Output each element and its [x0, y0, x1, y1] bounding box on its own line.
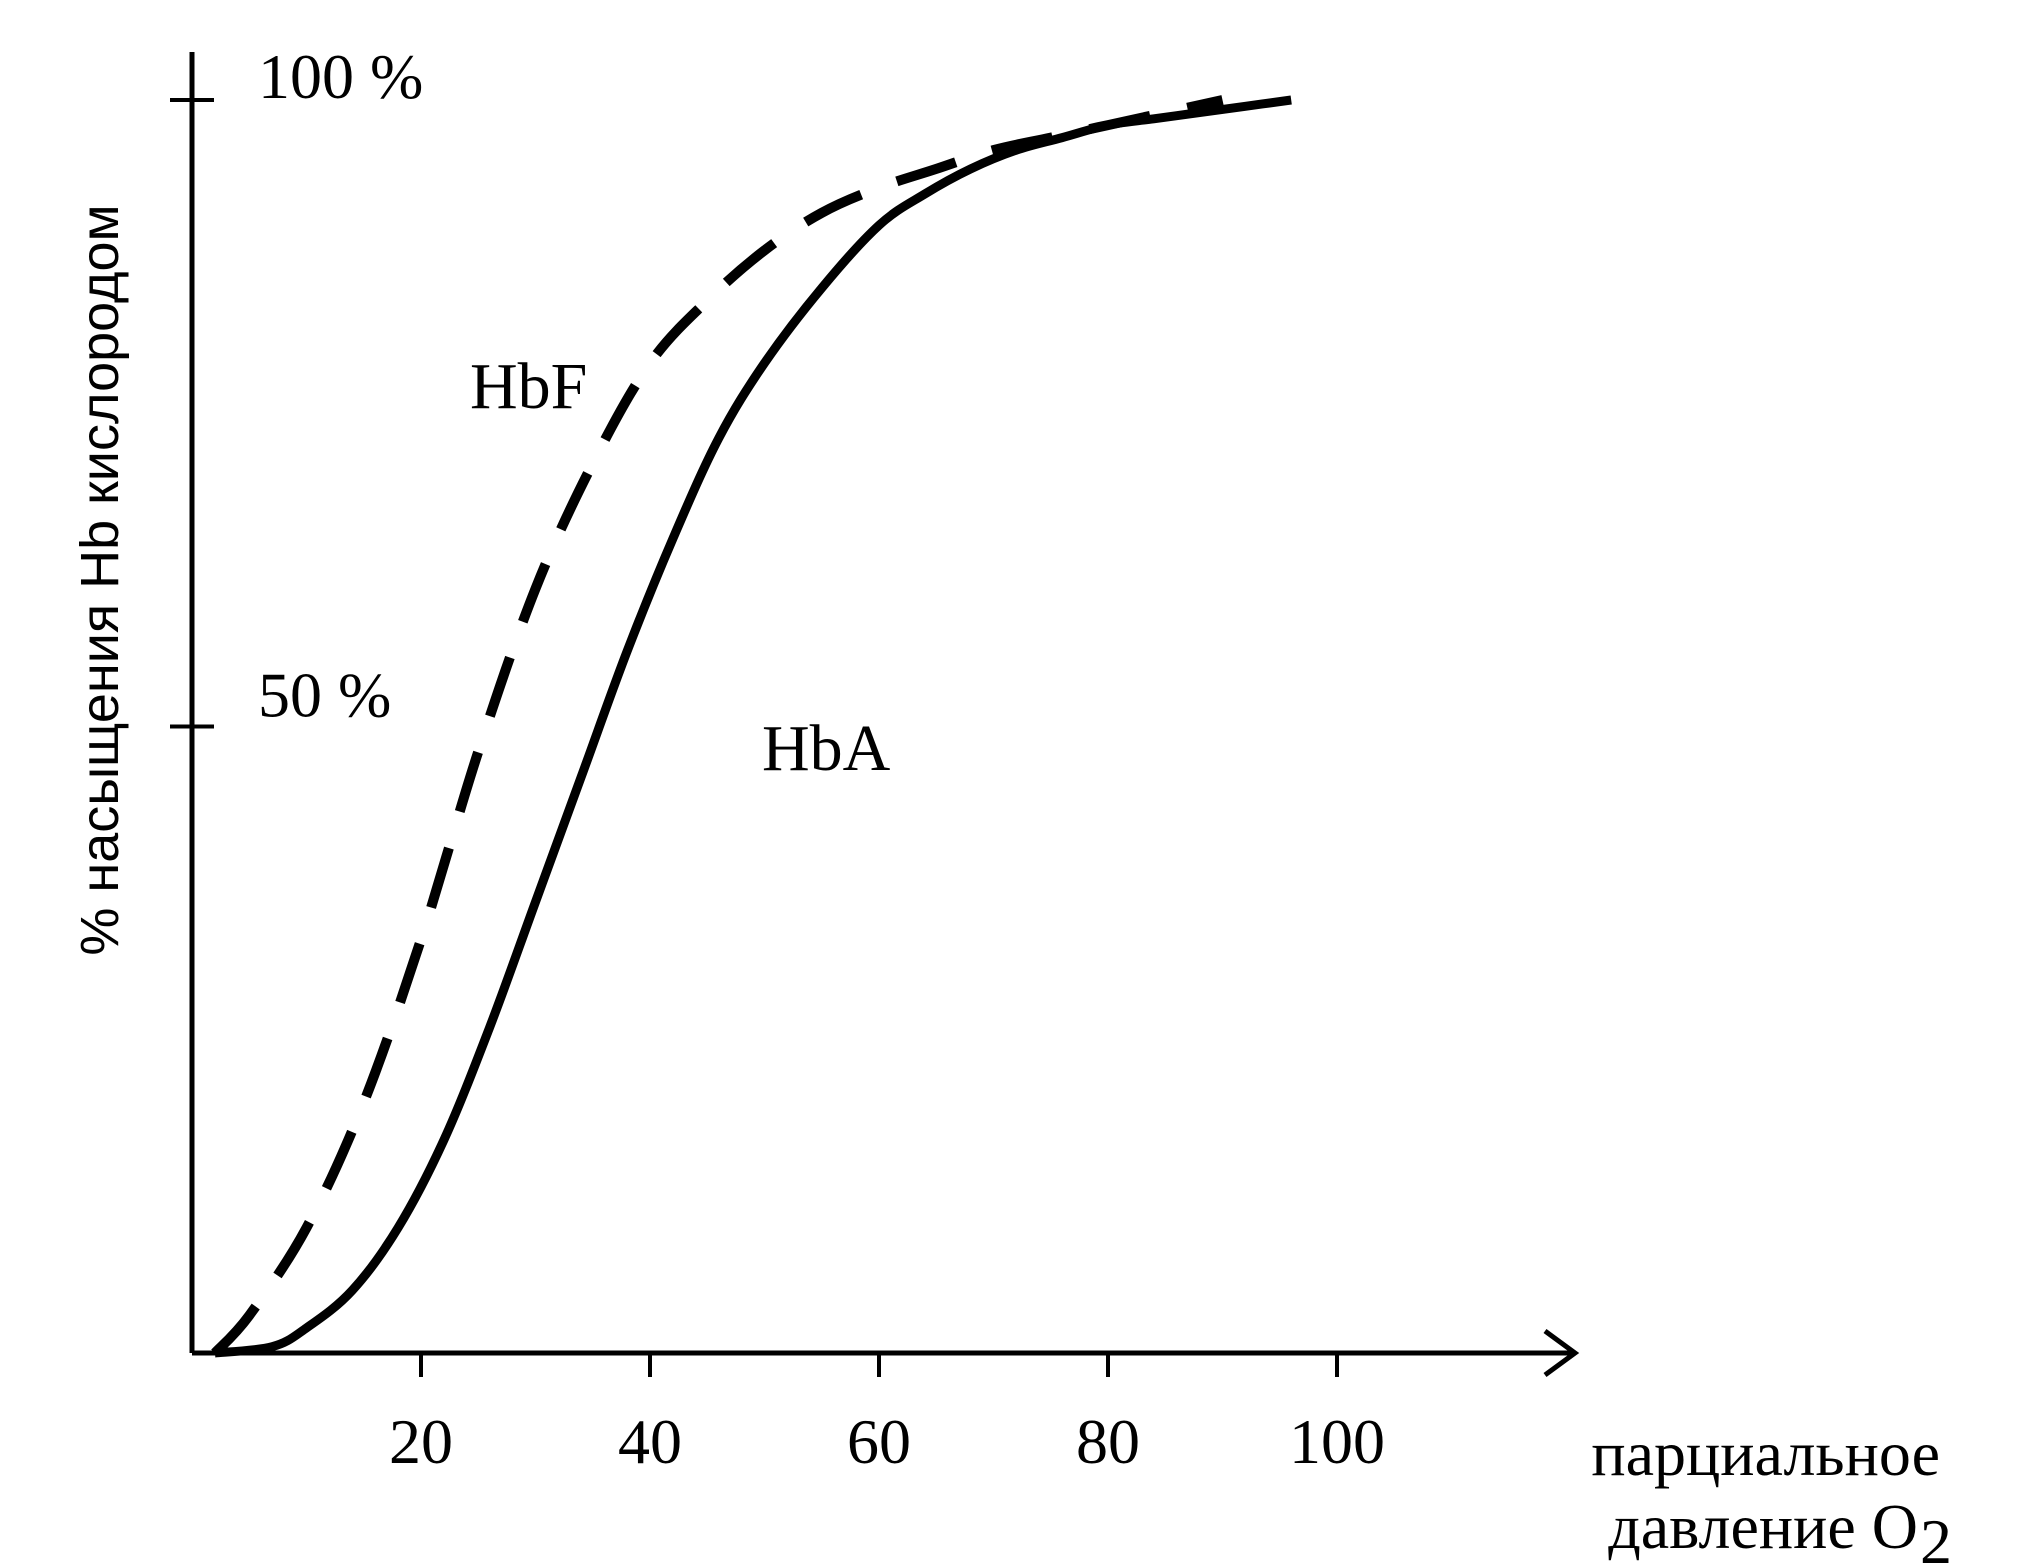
series-line-hba: [214, 95, 1292, 1358]
x-axis-label-line1: парциальное: [1591, 1418, 1940, 1489]
series-label-hba: HbA: [762, 712, 891, 785]
x-tick-label: 20: [389, 1406, 453, 1477]
y-tick-label: 100 %: [258, 41, 423, 112]
x-axis-label-line2: давление O: [1608, 1491, 1918, 1562]
series-line-hbf: [211, 95, 1224, 1357]
x-axis-arrowhead: [1543, 1328, 1580, 1378]
x-ticks: 20 40 60 80 100: [389, 1353, 1385, 1477]
x-tick-label: 40: [618, 1406, 682, 1477]
x-tick-label: 80: [1076, 1406, 1140, 1477]
x-axis-label-subscript: 2: [1920, 1506, 1952, 1568]
x-axis-label-main: давление O: [1608, 1491, 1918, 1562]
y-ticks: 50 % 100 %: [170, 41, 423, 731]
x-tick-label: 60: [847, 1406, 911, 1477]
y-tick-label: 50 %: [258, 660, 391, 731]
x-tick-label: 100: [1289, 1406, 1385, 1477]
series-label-hbf: HbF: [470, 350, 587, 423]
series-layer: [211, 95, 1292, 1358]
y-axis-label: % насыщения Hb кислородом: [70, 204, 130, 955]
